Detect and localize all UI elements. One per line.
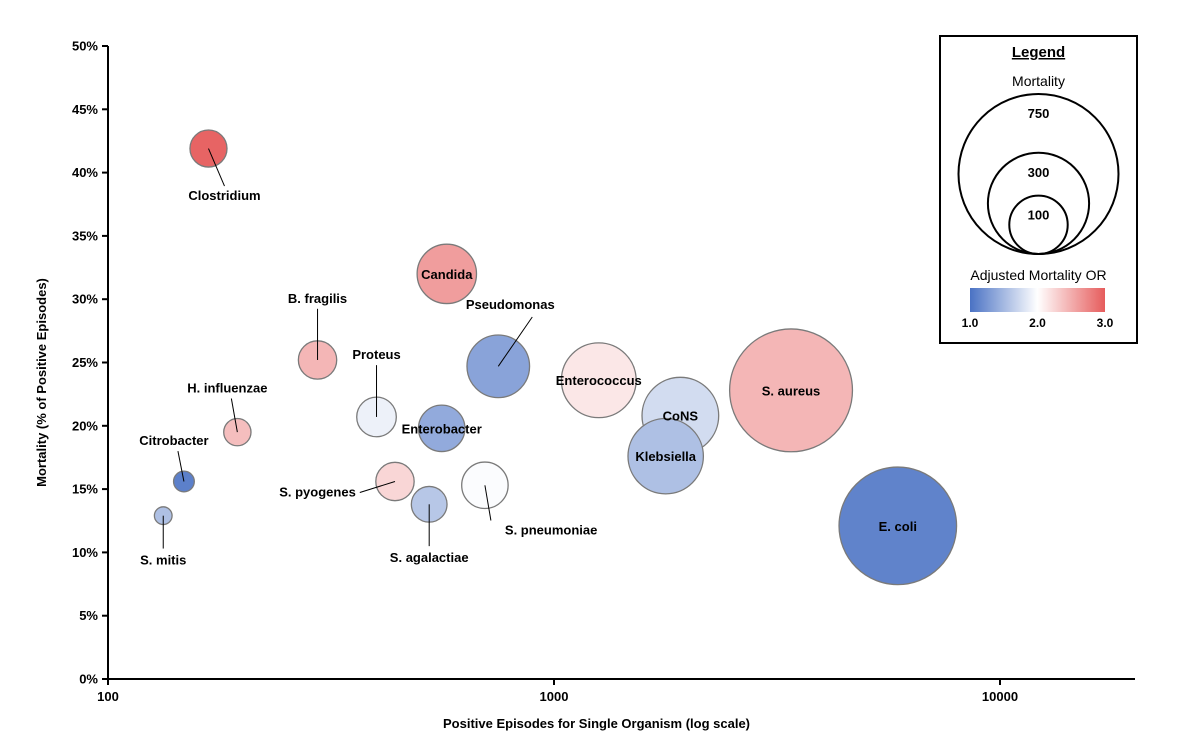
leader-citrobacter bbox=[177, 451, 185, 482]
bubble-enterococcus bbox=[560, 342, 637, 419]
x-tick-label-100: 100 bbox=[97, 689, 119, 704]
bubble-enterobacter bbox=[417, 404, 466, 453]
label-enterobacter: Enterobacter bbox=[402, 421, 482, 436]
legend-color-tick-2.0: 2.0 bbox=[1029, 316, 1046, 330]
leader-s-pyogenes bbox=[359, 481, 396, 493]
label-pseudomonas: Pseudomonas bbox=[466, 297, 555, 312]
legend-color-tick-1.0: 1.0 bbox=[962, 316, 979, 330]
y-tick-label-50: 50% bbox=[72, 39, 98, 54]
label-e-coli: E. coli bbox=[879, 519, 917, 534]
y-tick-label-45: 45% bbox=[72, 102, 98, 117]
legend-title: Legend bbox=[1012, 44, 1065, 61]
bubble-clostridium bbox=[189, 129, 228, 168]
y-tick-label-40: 40% bbox=[72, 165, 98, 180]
leader-pseudomonas bbox=[497, 316, 533, 367]
label-s-aureus: S. aureus bbox=[762, 383, 821, 398]
bubble-s-aureus bbox=[728, 328, 854, 453]
legend: Legend Mortality 750 300 100 Adjusted Mort… bbox=[939, 35, 1138, 344]
axes-layer: 0%5%10%15%20%25%30%35%40%45%50% 100 1000 1… bbox=[34, 39, 1135, 731]
label-b-fragilis: B. fragilis bbox=[288, 291, 347, 306]
legend-color-ticks: 1.0 2.0 3.0 bbox=[962, 316, 1114, 330]
bubble-candida bbox=[416, 243, 478, 305]
legend-size-label-750: 750 bbox=[1028, 106, 1050, 121]
x-axis-ticks: 100 1000 10000 bbox=[97, 679, 1018, 704]
leader-h-influenzae bbox=[230, 398, 238, 433]
label-s-agalactiae: S. agalactiae bbox=[390, 550, 469, 565]
y-axis-ticks: 0% 5% 10% 15% 20% 25% 30% 35% 40% 45% 50% bbox=[72, 39, 108, 687]
legend-colorbar bbox=[970, 288, 1105, 312]
x-tick-label-10000: 10000 bbox=[982, 689, 1018, 704]
y-tick-label-10: 10% bbox=[72, 545, 98, 560]
bubbles-layer bbox=[153, 129, 958, 586]
legend-size-title: Mortality bbox=[1012, 73, 1065, 89]
y-tick-label-35: 35% bbox=[72, 228, 98, 243]
label-s-pneumoniae: S. pneumoniae bbox=[505, 523, 597, 538]
label-s-pyogenes: S. pyogenes bbox=[279, 485, 356, 500]
x-axis-title: Positive Episodes for Single Organism (l… bbox=[443, 716, 750, 731]
y-tick-label-30: 30% bbox=[72, 292, 98, 307]
label-s-mitis: S. mitis bbox=[140, 553, 186, 568]
y-tick-label-25: 25% bbox=[72, 355, 98, 370]
label-cons: CoNS bbox=[663, 409, 699, 424]
label-klebsiella: Klebsiella bbox=[635, 449, 696, 464]
label-h-influenzae: H. influenzae bbox=[187, 380, 267, 395]
label-candida: Candida bbox=[421, 267, 473, 282]
label-citrobacter: Citrobacter bbox=[139, 433, 208, 448]
legend-size-label-300: 300 bbox=[1028, 165, 1050, 180]
legend-color-tick-3.0: 3.0 bbox=[1097, 316, 1114, 330]
x-tick-label-1000: 1000 bbox=[540, 689, 569, 704]
label-proteus: Proteus bbox=[352, 347, 400, 362]
legend-color-title: Adjusted Mortality OR bbox=[970, 267, 1106, 283]
y-tick-label-0: 0% bbox=[79, 672, 98, 687]
y-tick-label-20: 20% bbox=[72, 418, 98, 433]
leader-s-pneumoniae bbox=[484, 485, 492, 521]
label-clostridium: Clostridium bbox=[188, 188, 260, 203]
legend-size-circle-100 bbox=[1008, 194, 1069, 256]
legend-size-circles: 750 300 100 bbox=[957, 93, 1120, 256]
y-axis-title: Mortality (% of Positive Episodes) bbox=[34, 278, 49, 487]
bubble-e-coli bbox=[838, 466, 958, 586]
bubble-klebsiella bbox=[627, 417, 705, 495]
y-tick-label-5: 5% bbox=[79, 608, 98, 623]
legend-size-label-100: 100 bbox=[1028, 208, 1050, 223]
leader-clostridium bbox=[208, 148, 225, 187]
y-tick-label-15: 15% bbox=[72, 482, 98, 497]
label-enterococcus: Enterococcus bbox=[556, 373, 642, 388]
labels-layer: Clostridium Candida B. fragilis Pseudomonas… bbox=[139, 148, 917, 568]
